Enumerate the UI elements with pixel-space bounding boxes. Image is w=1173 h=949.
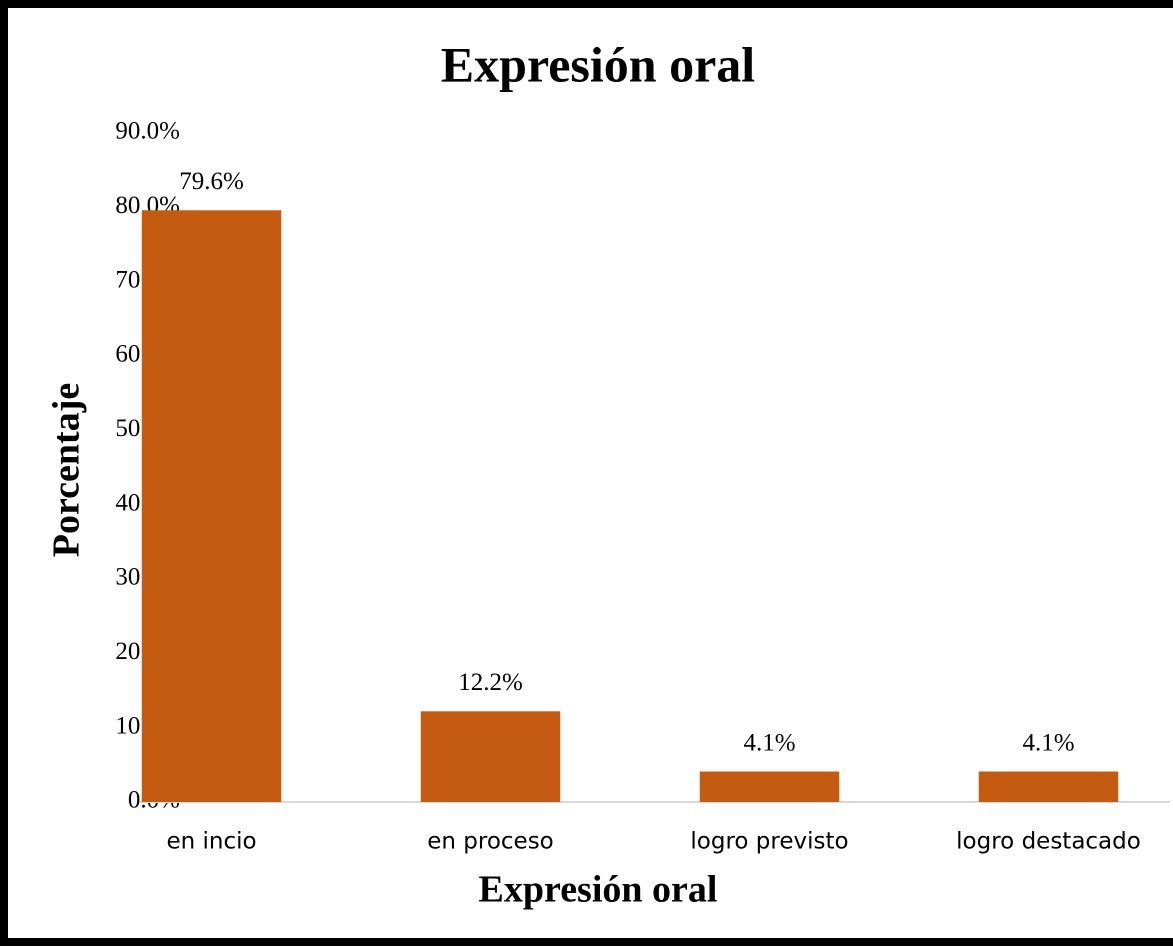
x-tick-label: en proceso xyxy=(427,829,554,855)
chart-title: Expresión oral xyxy=(441,36,755,92)
bar xyxy=(420,711,561,802)
x-tick-label: logro destacado xyxy=(956,829,1141,855)
y-axis-label: Porcentaje xyxy=(46,383,88,557)
bar xyxy=(978,771,1119,802)
x-tick-label: logro previsto xyxy=(690,829,848,855)
data-label: 12.2% xyxy=(458,669,523,696)
x-tick-label: en incio xyxy=(166,829,256,855)
bar xyxy=(699,771,840,802)
data-label: 4.1% xyxy=(1022,729,1074,756)
data-label: 4.1% xyxy=(743,729,795,756)
x-axis-label: Expresión oral xyxy=(479,869,718,911)
data-label: 79.6% xyxy=(179,168,244,195)
y-tick-label: 90.0% xyxy=(115,118,180,145)
bar xyxy=(141,210,282,803)
